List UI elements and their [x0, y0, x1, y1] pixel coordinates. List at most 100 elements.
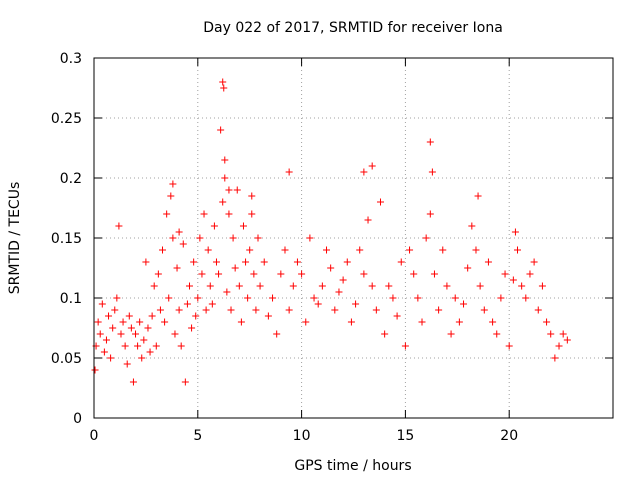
data-point: [273, 330, 281, 338]
y-tick-label: 0.25: [51, 111, 82, 127]
data-point: [439, 246, 447, 254]
data-point: [447, 330, 455, 338]
data-point: [352, 300, 360, 308]
data-point: [285, 168, 293, 176]
data-point: [254, 234, 262, 242]
data-point: [113, 294, 121, 302]
data-point: [231, 264, 239, 272]
data-point: [372, 306, 380, 314]
data-point: [244, 294, 252, 302]
data-point: [281, 246, 289, 254]
data-point: [323, 246, 331, 254]
data-point: [140, 336, 148, 344]
data-point: [306, 234, 314, 242]
y-tick-label: 0.2: [60, 171, 82, 187]
data-point: [134, 342, 142, 350]
data-point: [310, 294, 318, 302]
data-point: [210, 222, 218, 230]
data-point: [125, 312, 133, 320]
data-point: [538, 282, 546, 290]
data-point: [91, 366, 99, 374]
data-point: [559, 330, 567, 338]
data-point: [154, 270, 162, 278]
data-point: [327, 264, 335, 272]
data-point: [250, 270, 258, 278]
data-point: [102, 336, 110, 344]
data-point: [464, 264, 472, 272]
data-point: [221, 174, 229, 182]
data-point: [264, 312, 272, 320]
y-tick-labels: 0 0.05 0.1 0.15 0.2 0.25 0.3: [51, 51, 82, 427]
data-point: [551, 354, 559, 362]
data-point: [339, 276, 347, 284]
data-point: [204, 246, 212, 254]
y-tick-label: 0.1: [60, 291, 82, 307]
data-point: [107, 354, 115, 362]
data-point: [476, 282, 484, 290]
data-point: [514, 246, 522, 254]
data-point: [161, 318, 169, 326]
data-point: [175, 228, 183, 236]
data-point: [152, 342, 160, 350]
data-point: [198, 270, 206, 278]
data-point: [248, 210, 256, 218]
data-point: [555, 342, 563, 350]
y-tick-label: 0.05: [51, 351, 82, 367]
data-point: [150, 282, 158, 290]
data-point: [347, 318, 355, 326]
data-point: [96, 330, 104, 338]
data-point: [223, 288, 231, 296]
data-point: [248, 192, 256, 200]
data-point: [219, 78, 227, 86]
data-point: [136, 318, 144, 326]
x-tick-label: 0: [90, 428, 99, 444]
data-point: [212, 258, 220, 266]
data-point: [385, 282, 393, 290]
data-point: [547, 330, 555, 338]
data-point: [221, 156, 229, 164]
data-point: [202, 306, 210, 314]
data-point: [156, 306, 164, 314]
data-point: [167, 192, 175, 200]
data-point: [518, 282, 526, 290]
data-point: [289, 282, 297, 290]
data-point: [298, 270, 306, 278]
data-point: [179, 240, 187, 248]
data-point: [293, 258, 301, 266]
data-point: [94, 318, 102, 326]
data-point: [123, 360, 131, 368]
data-point: [171, 330, 179, 338]
data-point: [163, 210, 171, 218]
data-point: [368, 162, 376, 170]
data-point: [543, 318, 551, 326]
data-point: [196, 234, 204, 242]
y-tick-label: 0.3: [60, 51, 82, 67]
data-point: [220, 84, 228, 92]
data-point: [414, 294, 422, 302]
data-point: [138, 354, 146, 362]
data-point: [200, 210, 208, 218]
data-point: [194, 294, 202, 302]
data-point: [246, 246, 254, 254]
data-point: [169, 234, 177, 242]
data-point: [252, 306, 260, 314]
data-point: [111, 306, 119, 314]
data-point: [117, 330, 125, 338]
data-point: [364, 216, 372, 224]
data-point: [169, 180, 177, 188]
data-point: [410, 270, 418, 278]
data-point: [256, 282, 264, 290]
data-point: [235, 282, 243, 290]
data-point: [511, 228, 519, 236]
x-axis-label: GPS time / hours: [294, 458, 411, 474]
data-point: [119, 318, 127, 326]
data-point: [142, 258, 150, 266]
x-tick-label: 5: [193, 428, 202, 444]
data-point: [343, 258, 351, 266]
data-point: [148, 312, 156, 320]
data-point: [430, 270, 438, 278]
data-point: [356, 246, 364, 254]
data-point: [225, 186, 233, 194]
data-point: [455, 318, 463, 326]
data-point: [526, 270, 534, 278]
